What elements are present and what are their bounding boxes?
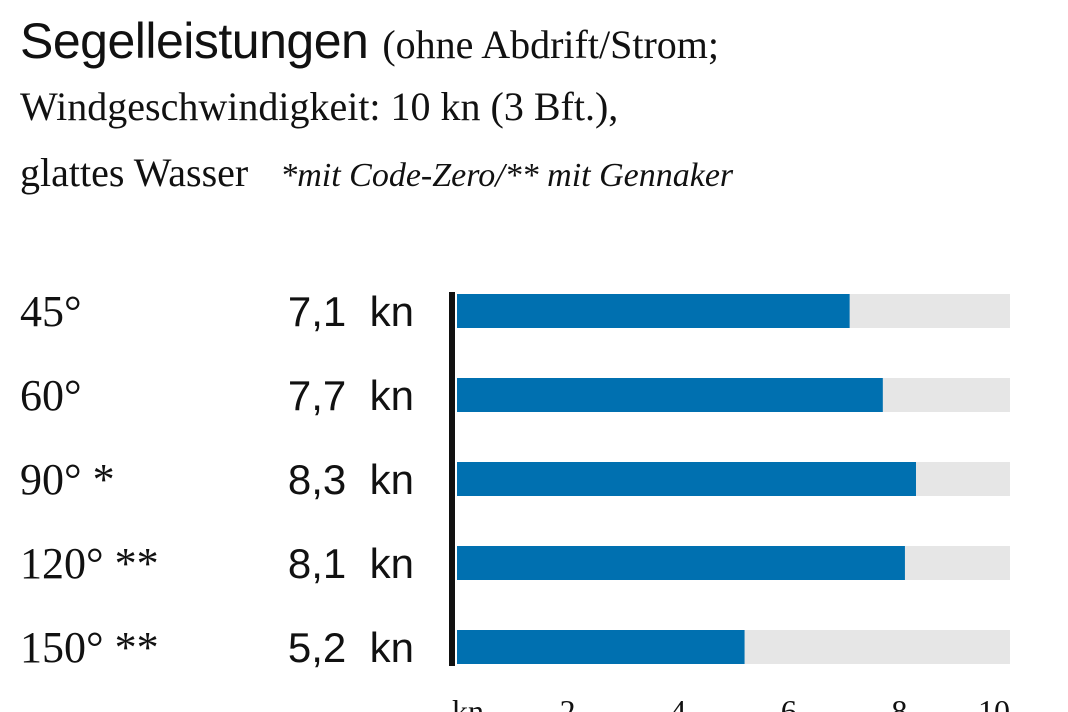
title-line-1: Segelleistungen (ohne Abdrift/Strom;	[20, 8, 1060, 74]
chart-header: Segelleistungen (ohne Abdrift/Strom; Wind…	[20, 8, 1060, 206]
title-line-2: Windgeschwindigkeit: 10 kn (3 Bft.),	[20, 84, 619, 129]
x-tick-label: 8	[891, 693, 907, 712]
title-line-3-text: glattes Wasser	[20, 150, 249, 195]
category-label: 45°	[20, 287, 82, 336]
value-label: 8,3 kn	[288, 456, 414, 503]
bar	[457, 546, 905, 580]
value-label: 8,1 kn	[288, 540, 414, 587]
value-label: 7,1 kn	[288, 288, 414, 335]
chart-title-paren: (ohne Abdrift/Strom;	[382, 22, 719, 67]
value-label: 5,2 kn	[288, 624, 414, 671]
value-label: 7,7 kn	[288, 372, 414, 419]
category-label: 150° **	[20, 623, 159, 672]
category-label: 120° **	[20, 539, 159, 588]
x-tick-label: 4	[670, 693, 686, 712]
category-label: 90° *	[20, 455, 115, 504]
category-label: 60°	[20, 371, 82, 420]
chart-footnote: *mit Code-Zero/** mit Gennaker	[280, 157, 734, 194]
tick-unit-label: kn	[452, 693, 484, 712]
chart-title: Segelleistungen	[20, 13, 369, 69]
title-line-3: glattes Wasser *mit Code-Zero/** mit Genn…	[20, 140, 1060, 206]
x-tick-label: 10	[978, 693, 1010, 712]
bar	[457, 294, 850, 328]
x-tick-label: 6	[781, 693, 797, 712]
bar	[457, 462, 916, 496]
bar	[457, 630, 745, 664]
y-axis-line	[449, 292, 455, 666]
bar	[457, 378, 883, 412]
x-tick-label: 2	[560, 693, 576, 712]
